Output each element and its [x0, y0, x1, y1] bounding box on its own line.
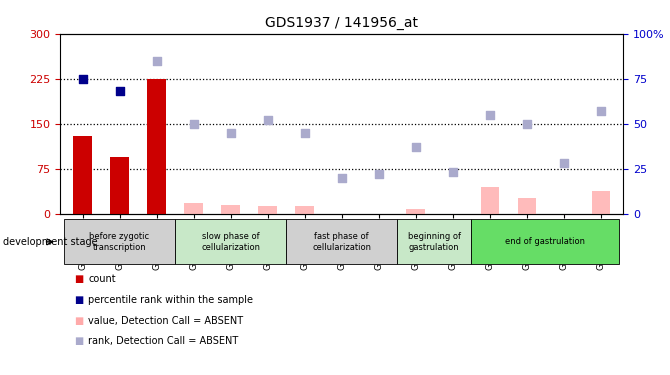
Point	[299, 130, 310, 136]
Text: beginning of
gastrulation: beginning of gastrulation	[408, 232, 461, 252]
Point	[114, 88, 125, 94]
Point	[225, 130, 236, 136]
Point	[596, 108, 606, 114]
Title: GDS1937 / 141956_at: GDS1937 / 141956_at	[265, 16, 418, 30]
Text: ■: ■	[74, 336, 83, 346]
Bar	[259, 206, 277, 214]
Bar	[592, 191, 610, 214]
Point	[411, 144, 421, 150]
Point	[484, 112, 495, 118]
Text: ■: ■	[74, 295, 83, 305]
Bar	[480, 187, 499, 214]
Text: ■: ■	[74, 316, 83, 326]
Point	[151, 58, 162, 64]
Text: value, Detection Call = ABSENT: value, Detection Call = ABSENT	[88, 316, 244, 326]
Bar	[147, 79, 166, 214]
Point	[559, 160, 570, 166]
Bar	[517, 198, 536, 214]
Point	[521, 121, 532, 127]
Bar	[111, 157, 129, 214]
Text: before zygotic
transcription: before zygotic transcription	[90, 232, 149, 252]
Point	[262, 117, 273, 123]
Point	[373, 171, 384, 177]
Bar	[221, 206, 240, 214]
Text: development stage: development stage	[3, 237, 98, 247]
Text: ■: ■	[74, 274, 83, 284]
Bar	[407, 209, 425, 214]
Text: end of gastrulation: end of gastrulation	[505, 237, 586, 246]
Point	[77, 76, 88, 82]
Text: rank, Detection Call = ABSENT: rank, Detection Call = ABSENT	[88, 336, 239, 346]
Text: count: count	[88, 274, 116, 284]
Point	[188, 121, 199, 127]
Point	[336, 175, 347, 181]
Point	[448, 170, 458, 176]
Text: percentile rank within the sample: percentile rank within the sample	[88, 295, 253, 305]
Text: fast phase of
cellularization: fast phase of cellularization	[312, 232, 371, 252]
Text: slow phase of
cellularization: slow phase of cellularization	[201, 232, 260, 252]
Bar	[73, 136, 92, 214]
Bar	[295, 206, 314, 214]
Bar	[184, 203, 203, 214]
